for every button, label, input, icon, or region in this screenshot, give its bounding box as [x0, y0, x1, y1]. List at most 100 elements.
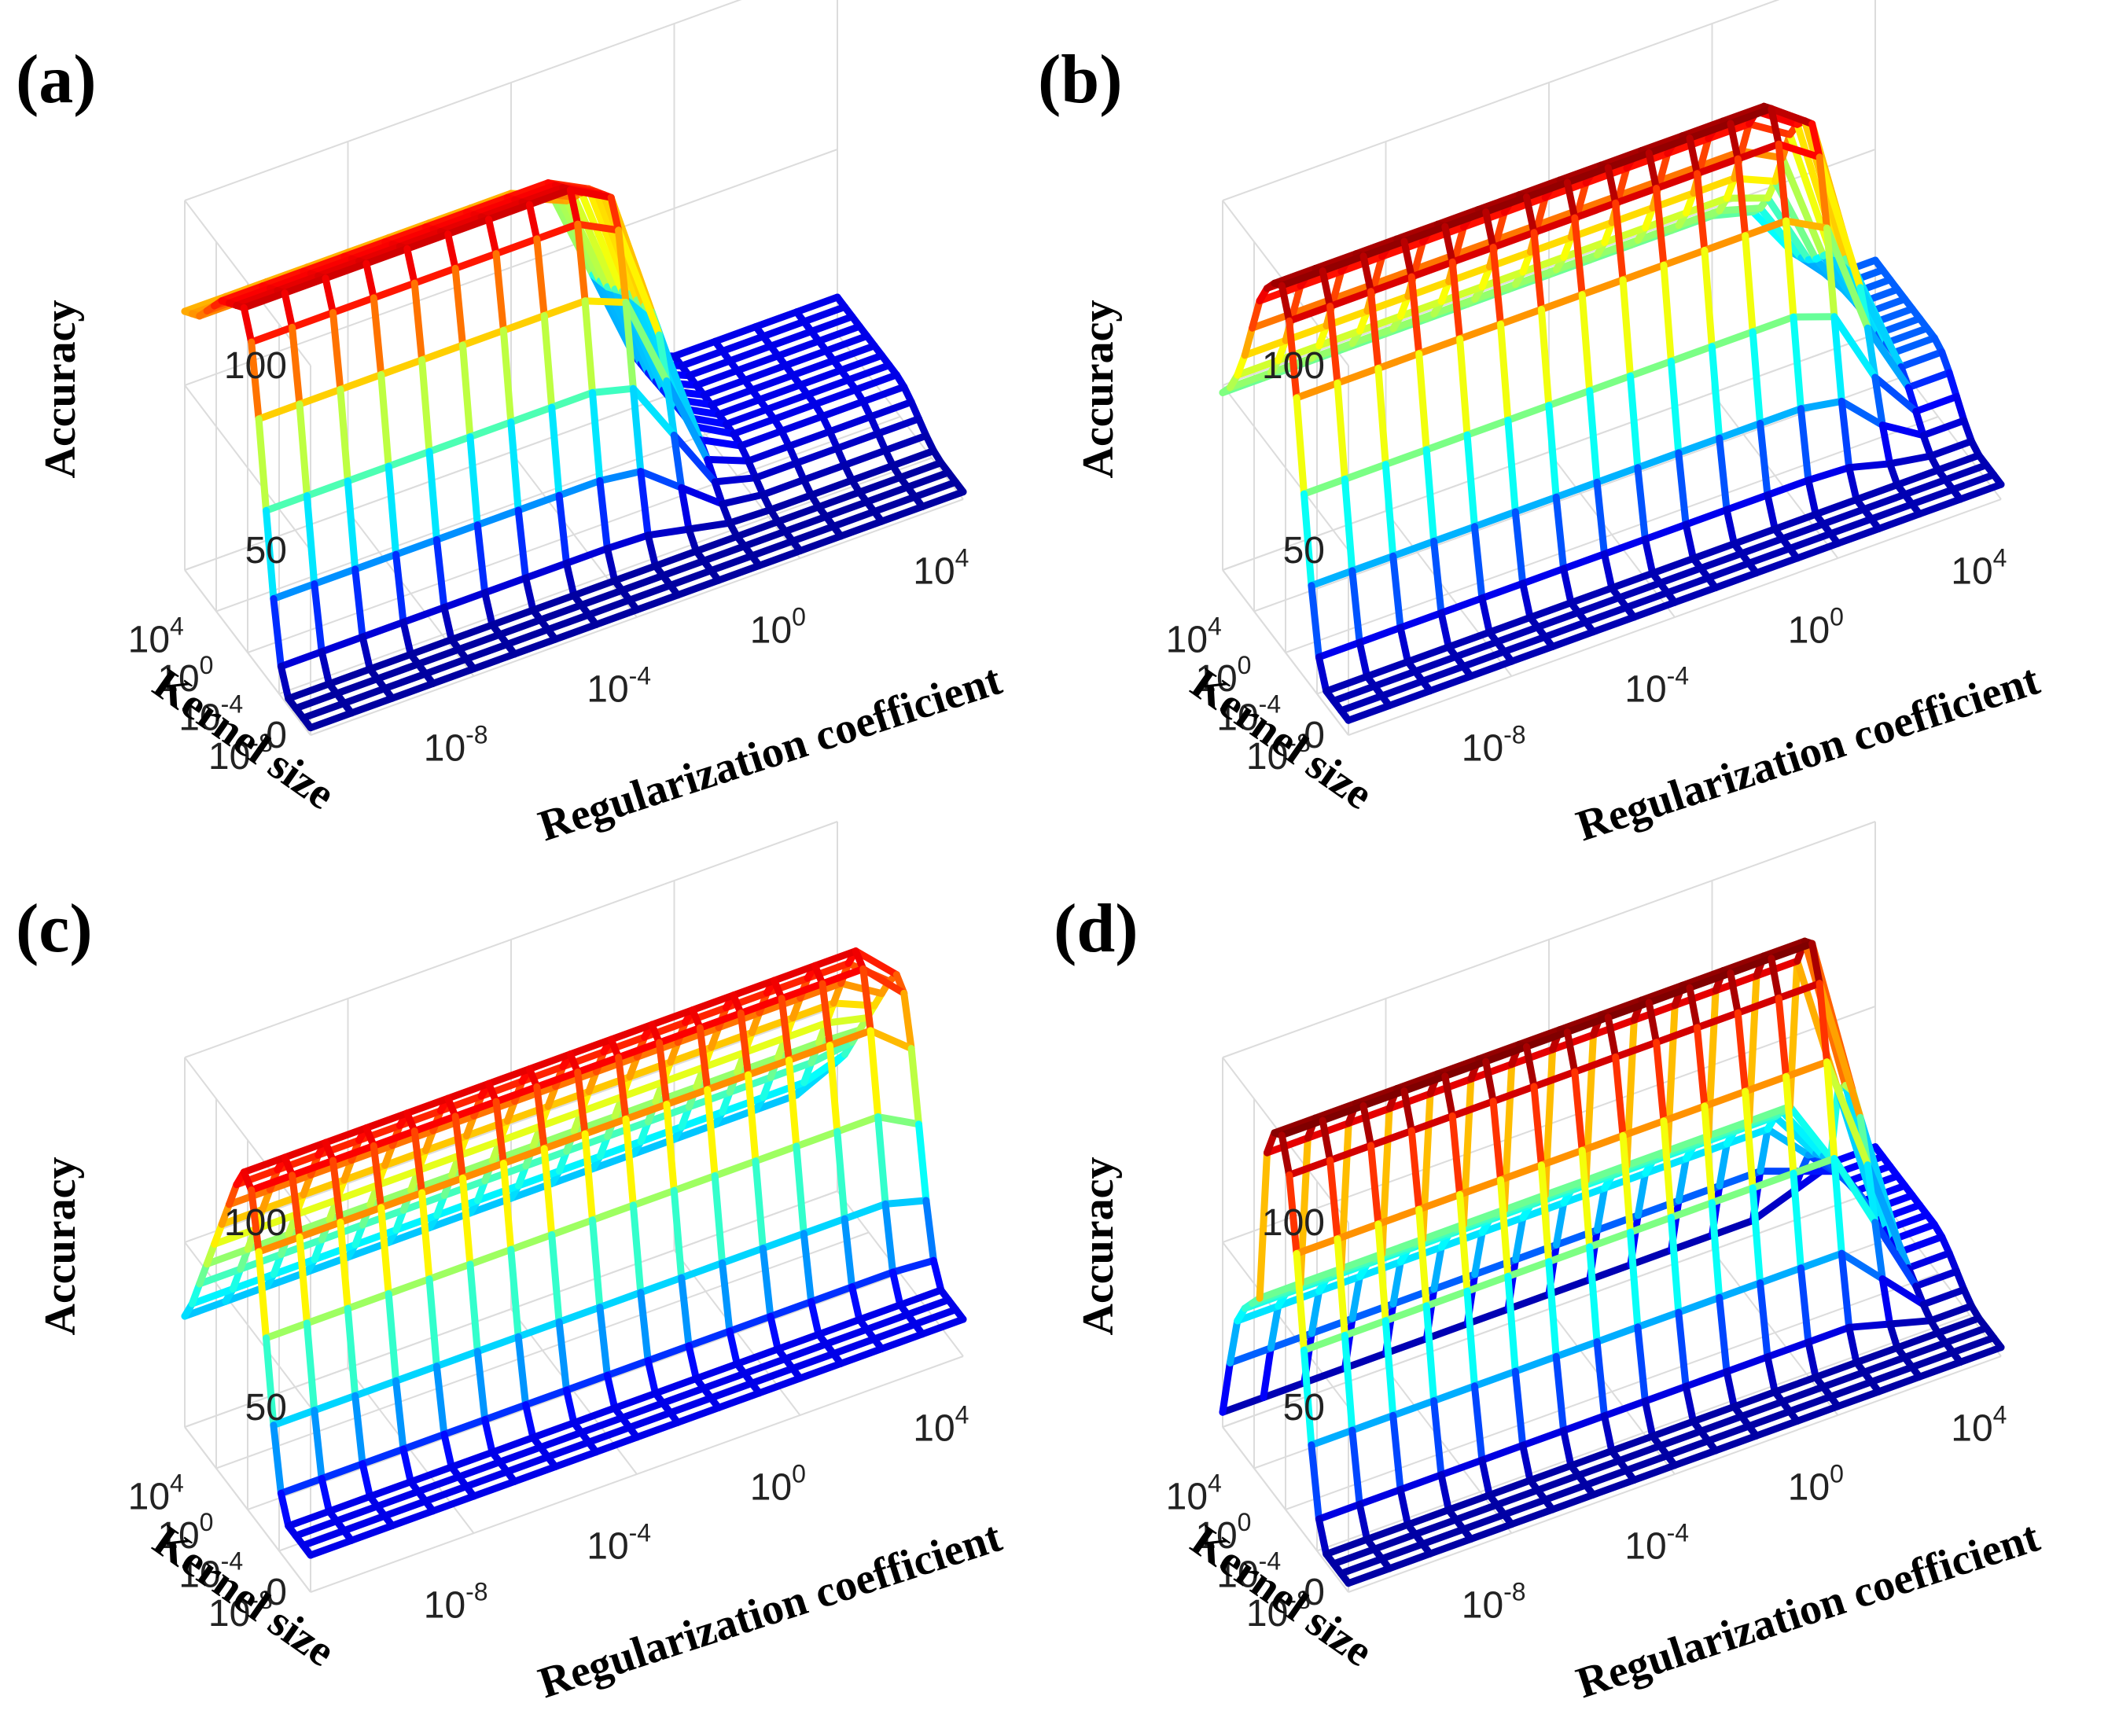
- surface-edge: [1815, 153, 1864, 292]
- surface-edge: [307, 709, 355, 732]
- surface-edge: [678, 1274, 693, 1350]
- surface-edge: [1326, 1157, 1341, 1243]
- surface-edge: [1749, 1184, 1764, 1287]
- surface-edge: [737, 1010, 752, 1079]
- surface-edge: [726, 1312, 774, 1335]
- surface-edge: [903, 1296, 952, 1319]
- surface-edge: [507, 1245, 522, 1341]
- surface-edge: [473, 1333, 522, 1355]
- surface-edge: [1470, 1382, 1486, 1464]
- reg-tick-label: 104: [913, 1401, 969, 1450]
- surface-edge: [395, 228, 444, 250]
- surface-edge: [1500, 633, 1549, 656]
- surface-edge: [1256, 1149, 1271, 1302]
- surface-edge: [359, 1445, 407, 1468]
- surface-edge: [1593, 1184, 1609, 1234]
- surface-edge: [800, 462, 848, 484]
- surface-edge: [629, 384, 678, 439]
- surface-edge: [693, 1360, 741, 1382]
- surface-edge: [1437, 594, 1486, 617]
- surface-edge: [1578, 1146, 1594, 1251]
- grid-line: [1222, 333, 1876, 571]
- surface-edge: [277, 648, 326, 671]
- z-tick-label: 0: [266, 1572, 287, 1613]
- surface-edge: [1645, 999, 1661, 1046]
- surface-edge: [656, 1024, 704, 1046]
- surface-edge: [337, 1219, 351, 1312]
- surface-edge: [785, 1056, 800, 1150]
- reg-tick-label: 10-8: [424, 1578, 488, 1627]
- surface-edge: [1668, 1231, 1716, 1254]
- surface-edge: [1878, 421, 1894, 468]
- surface-edge: [804, 376, 852, 399]
- surface-edge: [1863, 1161, 1879, 1227]
- surface-edge: [774, 503, 822, 525]
- surface-edge: [1723, 491, 1771, 513]
- surface-edge: [1768, 940, 1816, 962]
- surface-edge: [1749, 313, 1797, 336]
- surface-edge: [1418, 663, 1467, 685]
- surface-edge: [1359, 1102, 1374, 1149]
- surface-edge: [796, 1359, 844, 1382]
- surface-edge: [555, 491, 570, 567]
- surface-edge: [774, 1039, 822, 1061]
- surface-edge: [1779, 520, 1827, 542]
- surface-edge: [1334, 1235, 1348, 1339]
- surface-edge: [1956, 1344, 2005, 1366]
- surface-edge: [896, 459, 945, 481]
- surface-edge: [481, 1416, 496, 1456]
- surface-edge: [1871, 373, 1886, 429]
- surface-edge: [392, 550, 407, 626]
- surface-edge: [715, 1389, 763, 1411]
- surface-edge: [763, 391, 811, 414]
- surface-edge: [1701, 247, 1716, 351]
- surface-edge: [1812, 495, 1860, 518]
- surface-edge: [1660, 1102, 1709, 1125]
- surface-edge: [270, 580, 318, 602]
- surface-edge: [1389, 538, 1438, 560]
- surface-edge: [1664, 1002, 1679, 1155]
- surface-edge: [418, 1174, 466, 1197]
- surface-edge: [1623, 1016, 1638, 1169]
- surface-edge: [1593, 464, 1642, 486]
- surface-edge: [1889, 334, 1938, 357]
- surface-edge: [1407, 258, 1456, 281]
- surface-edge: [1797, 1249, 1845, 1272]
- surface-edge: [1341, 476, 1356, 575]
- surface-edge: [303, 1304, 351, 1327]
- surface-edge: [470, 196, 519, 219]
- surface-edge: [641, 1018, 689, 1041]
- surface-edge: [1727, 969, 1742, 1017]
- surface-edge: [407, 1171, 455, 1194]
- surface-edge: [1415, 1190, 1464, 1213]
- surface-edge: [652, 547, 700, 570]
- surface-edge: [1934, 1315, 1983, 1337]
- surface-edge: [1545, 1276, 1594, 1298]
- surface-edge: [1226, 1344, 1275, 1366]
- surface-edge: [477, 198, 526, 221]
- surface-edge: [455, 631, 504, 653]
- surface-edge: [1519, 253, 1568, 276]
- surface-edge: [785, 428, 833, 450]
- surface-edge: [1863, 1161, 1912, 1272]
- surface-edge: [315, 1136, 362, 1159]
- z-axis-title: Accuracy: [1074, 300, 1123, 478]
- panel-label: (d): [1054, 891, 1139, 967]
- surface-edge: [689, 422, 738, 438]
- surface-edge: [340, 685, 388, 707]
- surface-edge: [1912, 407, 1927, 440]
- surface-edge: [1771, 1113, 1819, 1157]
- surface-edge: [1226, 369, 1275, 392]
- surface-edge: [1504, 1273, 1519, 1375]
- surface-edge: [1315, 327, 1363, 350]
- surface-edge: [1630, 598, 1679, 621]
- surface-edge: [462, 193, 511, 216]
- surface-edge: [1530, 1068, 1579, 1091]
- surface-edge: [837, 980, 885, 998]
- surface-edge: [1459, 648, 1508, 671]
- surface-edge: [1467, 1521, 1515, 1543]
- surface-edge: [1757, 1125, 1771, 1175]
- surface-edge: [351, 1377, 400, 1399]
- surface-edge: [1482, 193, 1530, 215]
